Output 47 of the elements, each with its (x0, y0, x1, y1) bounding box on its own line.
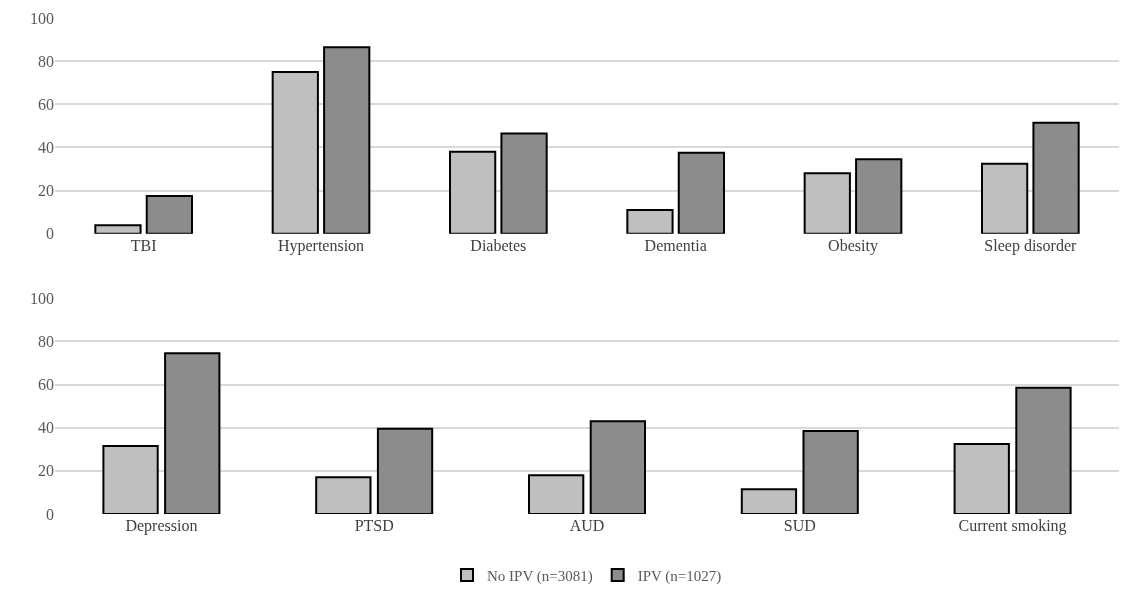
legend-label: IPV (n=1027) (637, 567, 722, 585)
legend-label: No IPV (n=3081) (487, 567, 593, 585)
x-tick-label: SUD (783, 517, 816, 534)
x-tick-label: AUD (569, 517, 605, 534)
bar (802, 429, 859, 514)
bar (94, 224, 142, 234)
y-tick-label: 80 (38, 52, 54, 70)
y-tick-label: 20 (38, 462, 54, 480)
bar (677, 151, 726, 234)
y-tick-label: 0 (46, 225, 54, 243)
x-tick-label: Diabetes (470, 236, 527, 254)
bar (626, 209, 674, 234)
bar (855, 158, 903, 234)
bar (102, 445, 159, 514)
bar (145, 195, 194, 234)
bar (1015, 386, 1072, 514)
y-tick-label: 100 (30, 289, 54, 307)
bar (953, 442, 1010, 514)
bar (527, 474, 585, 514)
bar (323, 46, 371, 234)
x-tick-label: Dementia (644, 236, 707, 254)
bar (500, 132, 548, 234)
y-tick-label: 40 (38, 419, 54, 437)
bar (164, 352, 221, 514)
x-tick-label: Current smoking (958, 517, 1067, 535)
bar (980, 162, 1029, 234)
bar (376, 427, 434, 514)
bar (315, 476, 372, 514)
y-tick-label: 20 (38, 182, 54, 200)
y-tick-label: 40 (38, 139, 54, 157)
bar (448, 150, 497, 234)
x-tick-label: Hypertension (277, 236, 365, 255)
y-tick-label: 0 (46, 505, 54, 523)
bar (803, 172, 851, 234)
y-tick-label: 60 (38, 376, 54, 394)
bar (1032, 121, 1080, 234)
x-tick-label: Depression (125, 517, 198, 535)
bar (740, 488, 798, 514)
y-tick-label: 80 (38, 332, 54, 350)
y-tick-label: 100 (30, 9, 54, 27)
x-tick-label: TBI (130, 236, 157, 254)
y-tick-label: 60 (38, 95, 54, 113)
x-tick-label: Sleep disorder (984, 236, 1077, 255)
bar (271, 70, 319, 234)
x-tick-label: PTSD (354, 517, 394, 534)
bar (589, 420, 647, 514)
x-tick-label: Obesity (828, 236, 878, 255)
